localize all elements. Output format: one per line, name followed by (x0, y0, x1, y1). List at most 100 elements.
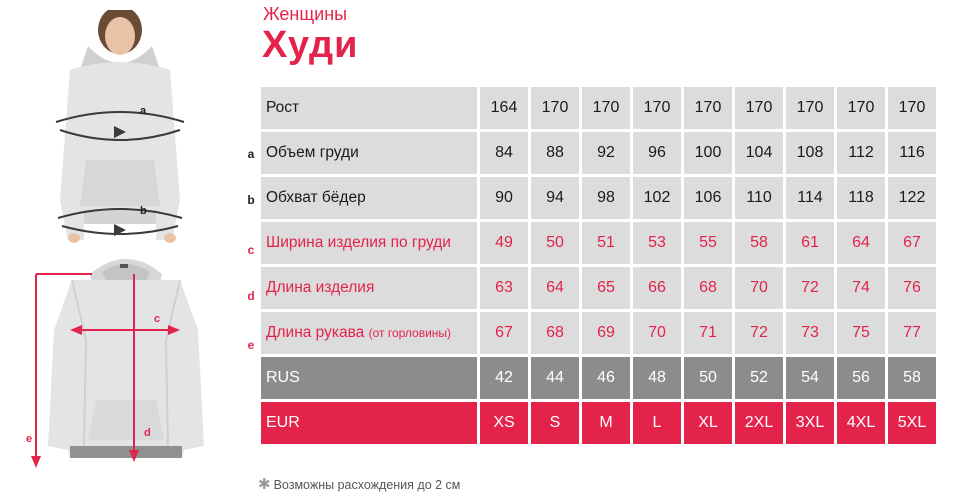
table-cell: 44 (531, 357, 579, 399)
table-row-eur: EUR XS S M L XL 2XL 3XL 4XL 5XL (261, 402, 936, 444)
table-cell: 51 (582, 222, 630, 264)
table-cell: 90 (480, 177, 528, 219)
table-row-chest-width: Ширина изделия по груди 49 50 51 53 55 5… (261, 222, 936, 264)
table-row-height: Рост 164 170 170 170 170 170 170 170 170 (261, 87, 936, 129)
table-cell: 164 (480, 87, 528, 129)
table-cell: 50 (531, 222, 579, 264)
table-cell: 63 (480, 267, 528, 309)
table-row-chest: Объем груди 84 88 92 96 100 104 108 112 … (261, 132, 936, 174)
table-cell: 98 (582, 177, 630, 219)
table-cell: 61 (786, 222, 834, 264)
table-cell: L (633, 402, 681, 444)
table-cell: 52 (735, 357, 783, 399)
table-cell: XL (684, 402, 732, 444)
row-label: Обхват бёдер (261, 177, 477, 219)
row-label-text: Длина рукава (266, 324, 365, 341)
table-cell: 104 (735, 132, 783, 174)
svg-text:c: c (154, 313, 160, 325)
table-cell: 77 (888, 312, 936, 354)
table-cell: 72 (735, 312, 783, 354)
table-cell: 88 (531, 132, 579, 174)
table-cell: 75 (837, 312, 885, 354)
marker-e: e (247, 338, 255, 352)
table-cell: 108 (786, 132, 834, 174)
table-cell: 64 (531, 267, 579, 309)
table-cell: 67 (480, 312, 528, 354)
table-cell: 69 (582, 312, 630, 354)
row-label: Ширина изделия по груди (261, 222, 477, 264)
row-label: Длина изделия (261, 267, 477, 309)
table-cell: 116 (888, 132, 936, 174)
table-cell: 53 (633, 222, 681, 264)
table-cell: 170 (582, 87, 630, 129)
table-cell: 122 (888, 177, 936, 219)
table-cell: 114 (786, 177, 834, 219)
table-cell: 170 (633, 87, 681, 129)
table-cell: 66 (633, 267, 681, 309)
table-cell: 170 (888, 87, 936, 129)
marker-c: c (247, 243, 255, 257)
table-row-length: Длина изделия 63 64 65 66 68 70 72 74 76 (261, 267, 936, 309)
row-label-note: (от горловины) (368, 326, 452, 340)
table-cell: 54 (786, 357, 834, 399)
table-cell: 76 (888, 267, 936, 309)
svg-text:a: a (140, 105, 147, 117)
marker-d: d (247, 289, 255, 303)
table-cell: 70 (633, 312, 681, 354)
table-cell: 100 (684, 132, 732, 174)
table-cell: 112 (837, 132, 885, 174)
table-cell: 84 (480, 132, 528, 174)
table-cell: 74 (837, 267, 885, 309)
hoodie-diagram: e c d (26, 250, 222, 476)
table-cell: 170 (735, 87, 783, 129)
table-cell: 72 (786, 267, 834, 309)
table-cell: 68 (531, 312, 579, 354)
row-label: Объем груди (261, 132, 477, 174)
svg-text:b: b (140, 205, 147, 217)
row-label: RUS (261, 357, 477, 399)
marker-a: a (247, 147, 255, 161)
table-cell: 56 (837, 357, 885, 399)
table-cell: 64 (837, 222, 885, 264)
footnote: ✱ Возможны расхождения до 2 см (258, 475, 460, 493)
table-cell: XS (480, 402, 528, 444)
model-photo: a b (48, 10, 196, 246)
table-cell: 5XL (888, 402, 936, 444)
table-cell: 42 (480, 357, 528, 399)
table-cell: 118 (837, 177, 885, 219)
table-cell: 92 (582, 132, 630, 174)
table-cell: 96 (633, 132, 681, 174)
table-cell: 4XL (837, 402, 885, 444)
table-row-sleeve: Длина рукава (от горловины) 67 68 69 70 … (261, 312, 936, 354)
table-cell: 58 (735, 222, 783, 264)
table-cell: 68 (684, 267, 732, 309)
table-cell: 46 (582, 357, 630, 399)
asterisk-icon: ✱ (258, 476, 271, 493)
table-cell: 70 (735, 267, 783, 309)
table-cell: 110 (735, 177, 783, 219)
footnote-text: Возможны расхождения до 2 см (273, 478, 461, 492)
table-cell: 170 (837, 87, 885, 129)
table-cell: M (582, 402, 630, 444)
table-cell: 49 (480, 222, 528, 264)
table-cell: 2XL (735, 402, 783, 444)
size-table: Рост 164 170 170 170 170 170 170 170 170… (258, 84, 939, 447)
table-cell: 170 (531, 87, 579, 129)
table-cell: 106 (684, 177, 732, 219)
page-title: Худи (262, 24, 359, 66)
table-cell: 73 (786, 312, 834, 354)
table-cell: 170 (684, 87, 732, 129)
table-cell: 50 (684, 357, 732, 399)
table-cell: 67 (888, 222, 936, 264)
svg-text:d: d (144, 427, 151, 439)
table-cell: 55 (684, 222, 732, 264)
table-cell: S (531, 402, 579, 444)
table-row-hips: Обхват бёдер 90 94 98 102 106 110 114 11… (261, 177, 936, 219)
table-cell: 102 (633, 177, 681, 219)
table-cell: 48 (633, 357, 681, 399)
table-cell: 65 (582, 267, 630, 309)
row-label: EUR (261, 402, 477, 444)
row-label: Длина рукава (от горловины) (261, 312, 477, 354)
row-label: Рост (261, 87, 477, 129)
table-cell: 3XL (786, 402, 834, 444)
